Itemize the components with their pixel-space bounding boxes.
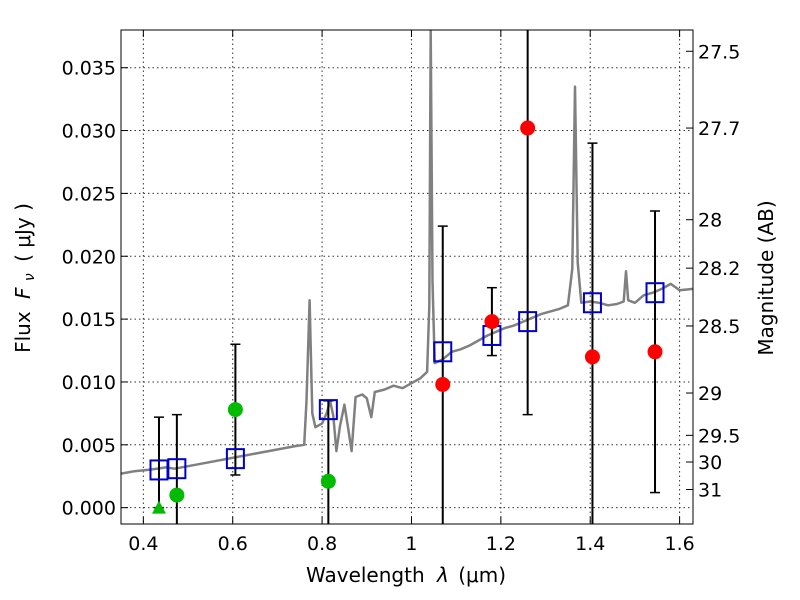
- y-tick-label-6: 0.030: [62, 121, 116, 143]
- y-axis-label-symbol: F: [11, 287, 35, 299]
- model-spectrum-line: [121, 30, 693, 475]
- x-axis-label: Wavelength λ (μm): [306, 563, 506, 587]
- y-tick-label-7: 0.035: [62, 58, 116, 80]
- x-tick-label-1: 0.6: [218, 533, 248, 555]
- observed-point-1: [169, 487, 185, 503]
- x-axis-label-unit: (μm): [458, 563, 506, 587]
- y-tick-label-2: 0.010: [62, 372, 116, 394]
- magnitude-tick-label-5: 29: [698, 383, 722, 405]
- observed-point-7: [584, 349, 600, 365]
- magnitude-tick-label-6: 29.5: [698, 425, 740, 447]
- y-axis-label-text: Flux: [11, 311, 35, 353]
- observed-point-6: [520, 120, 536, 136]
- axes: 0.4 0.6 0.8 1 1.2 1.4 1.6 0.000 0.005 0.010 0.015 0…: [62, 29, 740, 555]
- x-tick-label-6: 1.6: [664, 533, 694, 555]
- x-tick-label-4: 1.2: [486, 533, 516, 555]
- model-point-square-6: [518, 311, 538, 333]
- magnitude-tick-label-1: 27.7: [698, 118, 740, 140]
- model-point-square-4: [433, 341, 453, 363]
- observed-point-2: [227, 402, 243, 418]
- magnitude-tick-label-7: 30: [698, 452, 722, 474]
- y-tick-label-3: 0.015: [62, 309, 116, 331]
- magnitude-tick-label-2: 28: [698, 210, 722, 232]
- y-tick-label-1: 0.005: [62, 435, 116, 457]
- plot-frame: [120, 29, 694, 525]
- model-point-square-7: [582, 292, 602, 314]
- model-point-square-2: [225, 448, 245, 470]
- plot-area: [121, 30, 693, 524]
- observed-point-8: [647, 344, 663, 360]
- y-tick-label-0: 0.000: [62, 498, 116, 520]
- magnitude-tick-label-4: 28.5: [698, 316, 740, 338]
- y-axis-label: Flux F ν ( μJy ): [11, 203, 39, 353]
- y-tick-label-4: 0.020: [62, 246, 116, 268]
- x-axis-label-text: Wavelength: [306, 563, 425, 587]
- x-tick-label-2: 0.8: [307, 533, 337, 555]
- y-tick-label-5: 0.025: [62, 183, 116, 205]
- magnitude-axis-label: Magnitude (AB): [754, 200, 778, 355]
- model-point-square-3: [318, 399, 338, 421]
- x-tick-label-5: 1.4: [575, 533, 605, 555]
- x-axis-label-symbol: λ: [436, 563, 449, 587]
- grid-layer: [121, 30, 693, 524]
- magnitude-tick-label-0: 27.5: [698, 41, 740, 63]
- observed-point-5: [484, 314, 500, 330]
- model-point-square-8: [645, 282, 665, 304]
- observed-point-3: [320, 473, 336, 489]
- magnitude-tick-label-8: 31: [698, 479, 722, 501]
- y-axis-label-unit: ( μJy ): [11, 203, 35, 262]
- x-tick-label-0: 0.4: [128, 533, 158, 555]
- x-tick-label-3: 1: [405, 533, 417, 555]
- model-point-square-1: [167, 458, 187, 480]
- magnitude-tick-label-3: 28.2: [698, 258, 740, 280]
- observed-point-4: [435, 376, 451, 392]
- y-axis-label-subscript: ν: [22, 273, 38, 281]
- observed-point-triangle-0: [151, 500, 166, 514]
